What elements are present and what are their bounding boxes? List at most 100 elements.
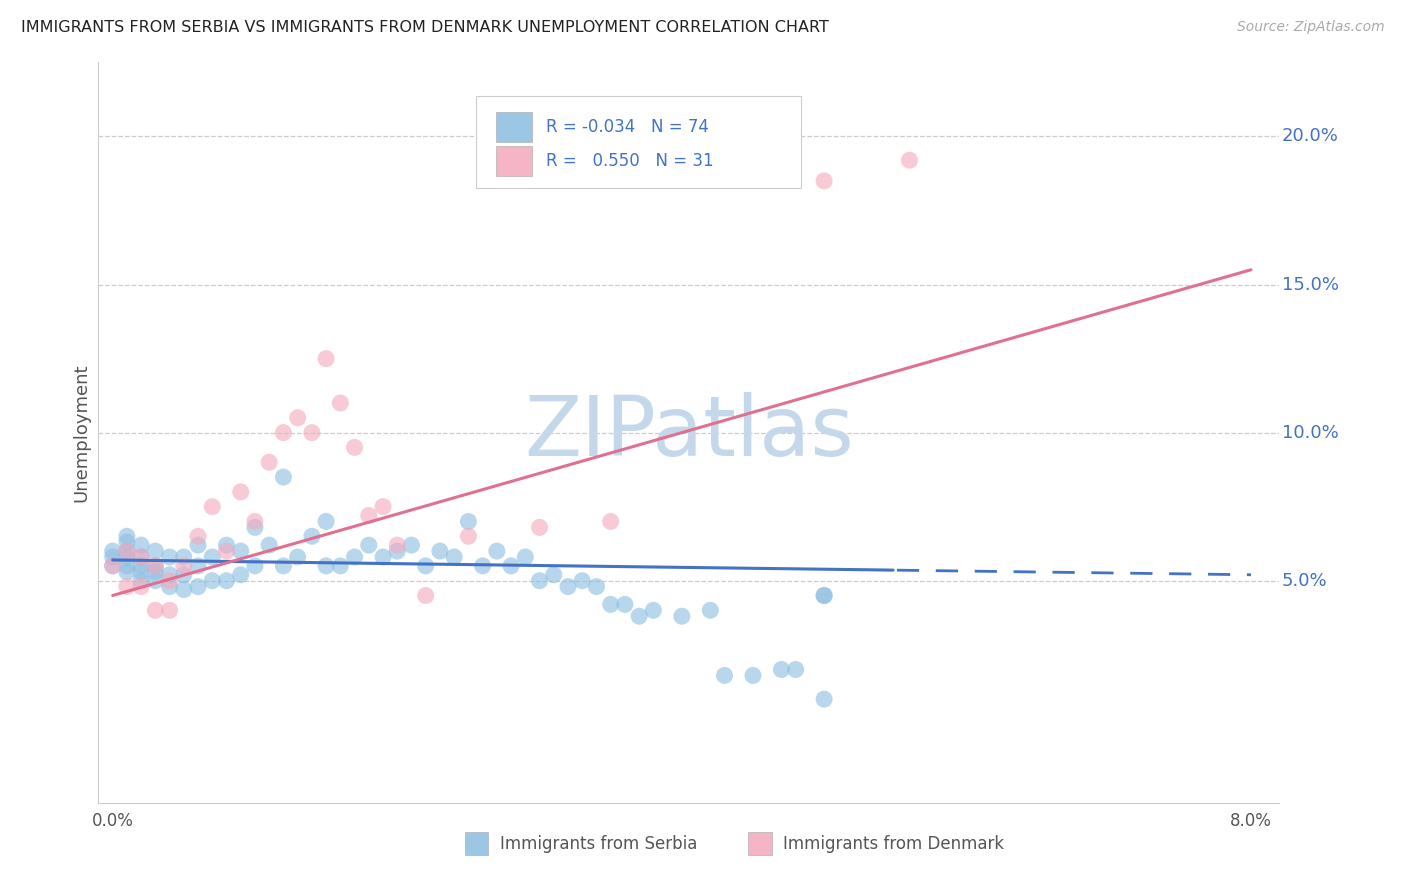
Bar xyxy=(496,112,531,142)
Point xyxy=(898,153,921,168)
Text: 8.0%: 8.0% xyxy=(1230,812,1272,830)
Point xyxy=(529,574,551,588)
Point xyxy=(301,529,323,543)
Point xyxy=(699,603,721,617)
Point xyxy=(429,544,451,558)
Point xyxy=(101,544,124,558)
Point xyxy=(215,574,238,588)
Point xyxy=(115,565,138,579)
Point xyxy=(357,508,380,523)
Bar xyxy=(496,146,531,176)
Point xyxy=(159,580,181,594)
Point xyxy=(201,500,224,514)
Point xyxy=(287,410,309,425)
Point xyxy=(671,609,693,624)
Point xyxy=(813,589,835,603)
Point xyxy=(115,529,138,543)
Point xyxy=(201,574,224,588)
Point xyxy=(143,544,166,558)
Point xyxy=(173,558,195,573)
Point xyxy=(115,580,138,594)
Point xyxy=(215,544,238,558)
Point xyxy=(643,603,665,617)
Point xyxy=(115,544,138,558)
Point xyxy=(257,455,280,469)
Point xyxy=(243,520,266,534)
Point xyxy=(813,692,835,706)
Text: 15.0%: 15.0% xyxy=(1282,276,1339,293)
Point xyxy=(443,549,465,564)
Point xyxy=(129,549,152,564)
Text: 20.0%: 20.0% xyxy=(1282,128,1339,145)
Text: Immigrants from Serbia: Immigrants from Serbia xyxy=(501,835,697,853)
Point xyxy=(301,425,323,440)
Point xyxy=(159,574,181,588)
Point xyxy=(159,549,181,564)
Point xyxy=(229,484,252,499)
Point xyxy=(229,544,252,558)
Point xyxy=(243,558,266,573)
Point xyxy=(371,500,394,514)
Point xyxy=(257,538,280,552)
Point xyxy=(101,558,124,573)
Point xyxy=(315,351,337,366)
Text: IMMIGRANTS FROM SERBIA VS IMMIGRANTS FROM DENMARK UNEMPLOYMENT CORRELATION CHART: IMMIGRANTS FROM SERBIA VS IMMIGRANTS FRO… xyxy=(21,20,830,35)
Point xyxy=(315,558,337,573)
Point xyxy=(129,574,152,588)
Point xyxy=(115,544,138,558)
Point xyxy=(201,549,224,564)
Point xyxy=(357,538,380,552)
Point xyxy=(387,538,409,552)
Point xyxy=(187,580,209,594)
Point xyxy=(187,558,209,573)
Text: 5.0%: 5.0% xyxy=(1282,572,1327,590)
Point xyxy=(173,567,195,582)
FancyBboxPatch shape xyxy=(477,95,801,188)
Point xyxy=(115,535,138,549)
Point xyxy=(515,549,537,564)
Text: ZIPatlas: ZIPatlas xyxy=(524,392,853,473)
Point xyxy=(187,529,209,543)
Point xyxy=(129,538,152,552)
Y-axis label: Unemployment: Unemployment xyxy=(72,363,90,502)
Point xyxy=(143,558,166,573)
Point xyxy=(229,567,252,582)
Text: Source: ZipAtlas.com: Source: ZipAtlas.com xyxy=(1237,20,1385,34)
Point xyxy=(742,668,765,682)
Text: 0.0%: 0.0% xyxy=(91,812,134,830)
Point xyxy=(770,663,793,677)
Bar xyxy=(464,832,488,855)
Point xyxy=(785,663,807,677)
Point xyxy=(273,470,295,484)
Point xyxy=(115,558,138,573)
Point xyxy=(471,558,494,573)
Point xyxy=(343,549,366,564)
Point xyxy=(613,598,636,612)
Point xyxy=(557,580,579,594)
Text: R = -0.034   N = 74: R = -0.034 N = 74 xyxy=(546,118,709,136)
Bar xyxy=(748,832,772,855)
Point xyxy=(101,558,124,573)
Point xyxy=(129,558,152,573)
Point xyxy=(401,538,423,552)
Point xyxy=(499,558,522,573)
Point xyxy=(315,515,337,529)
Point xyxy=(457,515,479,529)
Point xyxy=(457,529,479,543)
Text: Immigrants from Denmark: Immigrants from Denmark xyxy=(783,835,1004,853)
Point xyxy=(129,580,152,594)
Point xyxy=(143,565,166,579)
Point xyxy=(159,603,181,617)
Point xyxy=(143,558,166,573)
Point xyxy=(143,574,166,588)
Point xyxy=(813,174,835,188)
Point xyxy=(571,574,593,588)
Text: R =   0.550   N = 31: R = 0.550 N = 31 xyxy=(546,152,714,169)
Point xyxy=(273,425,295,440)
Point xyxy=(813,589,835,603)
Point xyxy=(129,549,152,564)
Point xyxy=(173,549,195,564)
Point xyxy=(415,589,437,603)
Point xyxy=(529,520,551,534)
Point xyxy=(159,567,181,582)
